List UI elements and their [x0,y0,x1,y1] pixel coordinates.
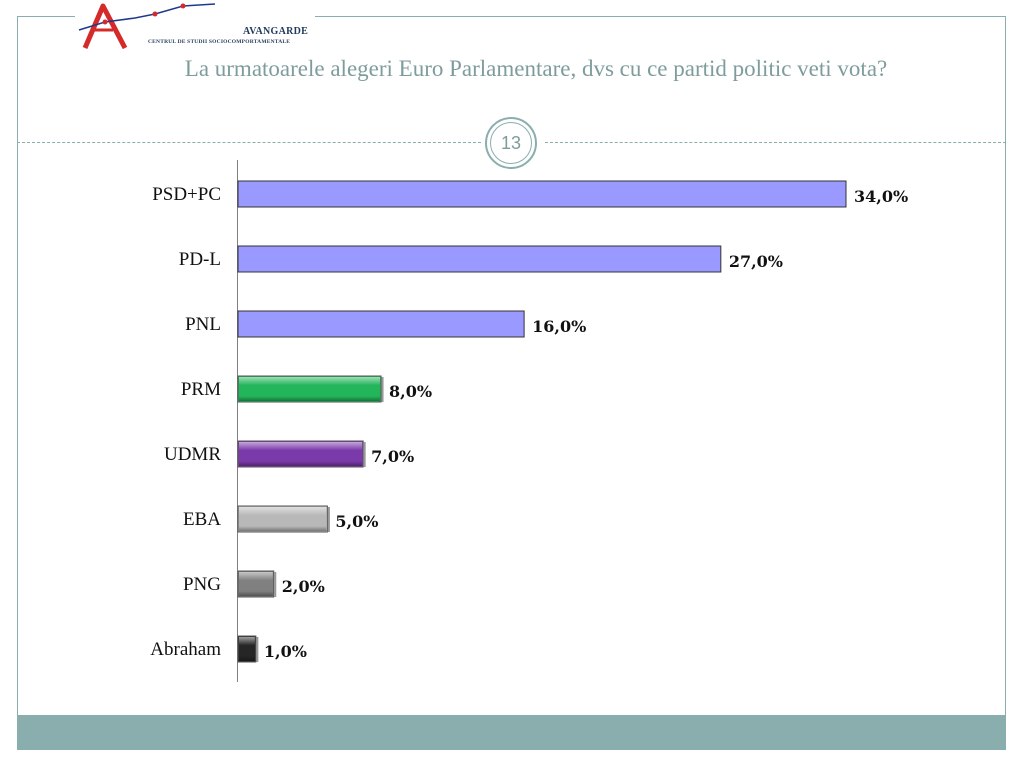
value-label: 7,0% [371,447,414,466]
logo-subtitle: CENTRUL DE STUDII SOCIOCOMPORTAMENTALE [148,39,291,45]
bar-highlight [239,377,381,401]
category-label: Abraham [150,639,221,660]
bar-highlight [239,572,273,596]
bar-pd-l [237,245,722,273]
category-label: PD-L [179,249,221,270]
category-label: UDMR [164,444,221,465]
value-label: 27,0% [729,252,783,271]
category-label: PRM [181,379,221,400]
bar-psd-pc [237,180,847,208]
value-label: 34,0% [854,187,908,206]
logo: AVANGARDE CENTRUL DE STUDII SOCIOCOMPORT… [75,0,315,54]
logo-name: AVANGARDE [243,26,309,37]
bar-highlight [239,507,327,531]
value-label: 8,0% [389,382,432,401]
bar-highlight [239,442,363,466]
value-label: 1,0% [264,642,307,661]
page-number: 13 [490,122,532,164]
footer-band [17,715,1006,750]
category-label: PNL [185,314,221,335]
divider-left [17,142,481,143]
category-label: EBA [183,509,221,530]
page-number-badge: 13 [485,117,537,169]
value-label: 16,0% [532,317,586,336]
slide-title: La urmatoarele alegeri Euro Parlamentare… [184,56,888,81]
divider-right [545,142,1006,143]
logo-mark-icon [78,3,216,50]
value-label: 2,0% [282,577,325,596]
category-label: PSD+PC [152,184,221,205]
bar-pnl [237,310,525,338]
bar-highlight [239,637,255,661]
category-label: PNG [183,574,221,595]
value-label: 5,0% [335,512,378,531]
